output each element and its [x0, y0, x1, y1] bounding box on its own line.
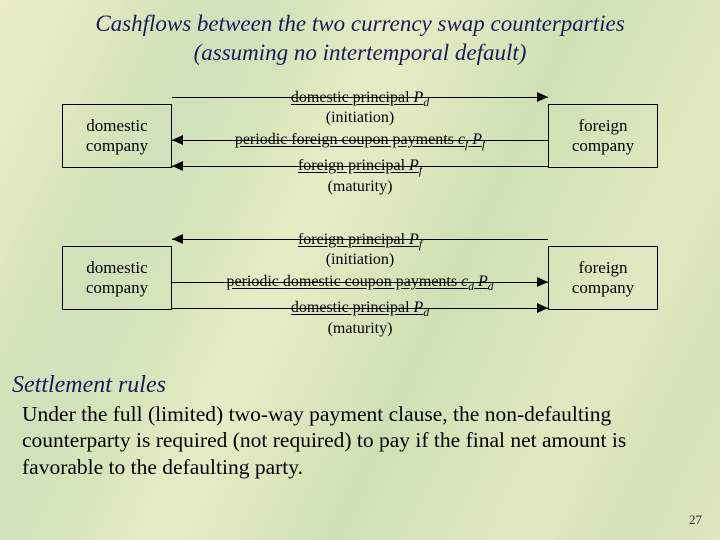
box-label: foreign company	[549, 116, 657, 155]
box-label: foreign company	[549, 258, 657, 297]
initiation-caption: (initiation)	[326, 251, 394, 270]
foreign-company-box: foreign company	[548, 246, 658, 310]
arrows-column-2: foreign principal Pf (initiation) period…	[186, 228, 534, 358]
foreign-company-box: foreign company	[548, 104, 658, 168]
domestic-company-box: domestic company	[62, 104, 172, 168]
slide-title: Cashflows between the two currency swap …	[0, 0, 720, 68]
title-line-2: (assuming no intertemporal default)	[194, 40, 527, 65]
arrow-head-right-icon	[537, 277, 548, 287]
arrows-column-1: domestic principal Pd (initiation) perio…	[186, 86, 534, 216]
arrow-domestic-principal: domestic principal Pd	[186, 297, 534, 319]
arrow-head-right-icon	[537, 303, 548, 313]
initiation-caption: (initiation)	[326, 109, 394, 128]
settlement-rules-body: Under the full (limited) two-way payment…	[22, 401, 702, 482]
settlement-rules-heading: Settlement rules	[12, 372, 720, 399]
arrow-foreign-principal: foreign principal Pf	[186, 155, 534, 177]
page-number: 27	[689, 512, 702, 528]
arrow-domestic-principal: domestic principal Pd	[186, 87, 534, 109]
arrow-domestic-coupon: periodic domestic coupon payments cd Pd	[186, 271, 534, 293]
arrow-label: periodic domestic coupon payments cd Pd	[220, 273, 499, 295]
arrow-label: domestic principal Pd	[285, 299, 435, 321]
flow-row-2: domestic company foreign company foreign…	[0, 228, 720, 358]
flow-row-1: domestic company foreign company domesti…	[0, 86, 720, 216]
arrow-label: foreign principal Pf	[292, 231, 428, 253]
arrow-label: foreign principal Pf	[292, 157, 428, 179]
arrow-label: domestic principal Pd	[285, 89, 435, 111]
arrow-head-left-icon	[172, 234, 183, 244]
arrow-head-right-icon	[537, 92, 548, 102]
arrow-label: periodic foreign coupon payments cf Pf	[229, 131, 491, 153]
box-label: domestic company	[63, 116, 171, 155]
maturity-caption: (maturity)	[328, 178, 393, 197]
arrow-head-left-icon	[172, 161, 183, 171]
maturity-caption: (maturity)	[328, 320, 393, 339]
arrow-foreign-principal: foreign principal Pf	[186, 229, 534, 251]
domestic-company-box: domestic company	[62, 246, 172, 310]
arrow-head-left-icon	[172, 135, 183, 145]
arrow-foreign-coupon: periodic foreign coupon payments cf Pf	[186, 129, 534, 151]
title-line-1: Cashflows between the two currency swap …	[95, 11, 624, 36]
box-label: domestic company	[63, 258, 171, 297]
